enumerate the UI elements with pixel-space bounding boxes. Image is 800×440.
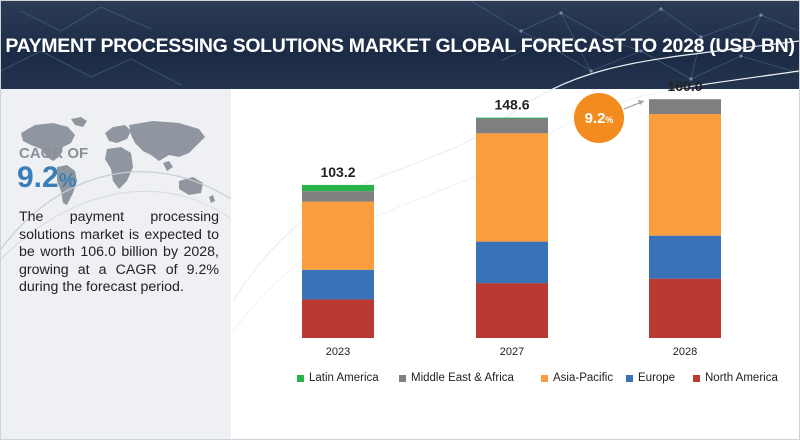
legend-label: Middle East & Africa: [411, 372, 514, 384]
bar-segment-north-america-2023: [302, 299, 374, 338]
total-label-2023: 103.2: [320, 164, 355, 180]
cagr-badge-circle: [574, 93, 624, 143]
header-banner: PAYMENT PROCESSING SOLUTIONS MARKET GLOB…: [1, 1, 799, 89]
labels-group: 103.2 2023 148.6 2027 160.0 2028: [320, 78, 702, 358]
bar-segment-north-america-2027: [476, 283, 548, 338]
cagr-unit: %: [58, 170, 77, 192]
chart-legend: Latin America Middle East & Africa Asia-Pa…: [241, 372, 799, 388]
header-network-graphic: [1, 1, 799, 86]
cagr-badge-unit: %: [605, 115, 613, 125]
cagr-badge-value: 9.2: [585, 110, 606, 127]
bar-segment-latin-america-2023: [302, 184, 374, 192]
bar-segment-middle-east-africa-2028: [649, 99, 721, 115]
x-tick-label-2028: 2028: [673, 346, 697, 358]
legend-item-europe: Europe: [626, 372, 675, 384]
bar-segment-latin-america-2027: [476, 117, 548, 119]
decorative-swoosh: [1, 171, 231, 260]
growth-arrow-head: [638, 100, 644, 105]
market-description: The payment processing solutions market …: [19, 209, 219, 296]
x-tick-label-2023: 2023: [326, 346, 350, 358]
summary-panel: [1, 89, 231, 439]
legend-swatch: [693, 374, 700, 382]
legend-label: North America: [705, 372, 778, 384]
legend-item-north-america: North America: [693, 372, 778, 384]
cagr-badge: 9.2%: [574, 93, 645, 143]
legend-label: Asia-Pacific: [553, 372, 614, 384]
cagr-badge-text: 9.2%: [585, 110, 614, 127]
legend-item-latin-america: Latin America: [297, 372, 379, 384]
legend-label: Latin America: [309, 372, 379, 384]
bar-segment-middle-east-africa-2027: [476, 118, 548, 134]
total-label-2027: 148.6: [494, 97, 529, 113]
cagr-label: CAGR OF: [19, 145, 89, 162]
bar-segment-europe-2027: [476, 241, 548, 284]
cagr-number: 9.2: [17, 161, 59, 194]
total-label-2028: 160.0: [667, 78, 702, 94]
legend-swatch: [399, 374, 406, 382]
bar-segment-europe-2028: [649, 235, 721, 279]
cagr-value: 9.2%: [17, 161, 77, 195]
chart-title: PAYMENT PROCESSING SOLUTIONS MARKET GLOB…: [5, 35, 795, 57]
legend-item-asia-pacific: Asia-Pacific: [541, 372, 613, 384]
world-map-icon: [21, 117, 215, 205]
bar-segment-asia-pacific-2023: [302, 201, 374, 270]
legend-label: Europe: [638, 372, 676, 384]
x-tick-label-2027: 2027: [500, 346, 524, 358]
bar-segment-middle-east-africa-2023: [302, 191, 374, 202]
legend-item-middle-east-africa: Middle East & Africa: [399, 372, 514, 384]
bar-segment-europe-2023: [302, 269, 374, 300]
legend-swatch: [626, 374, 633, 382]
legend-swatch: [297, 374, 304, 382]
bar-segment-asia-pacific-2028: [649, 114, 721, 236]
bar-segment-asia-pacific-2027: [476, 133, 548, 242]
bar-segment-north-america-2028: [649, 278, 721, 338]
bars-group: [302, 99, 721, 338]
legend-swatch: [541, 374, 548, 382]
